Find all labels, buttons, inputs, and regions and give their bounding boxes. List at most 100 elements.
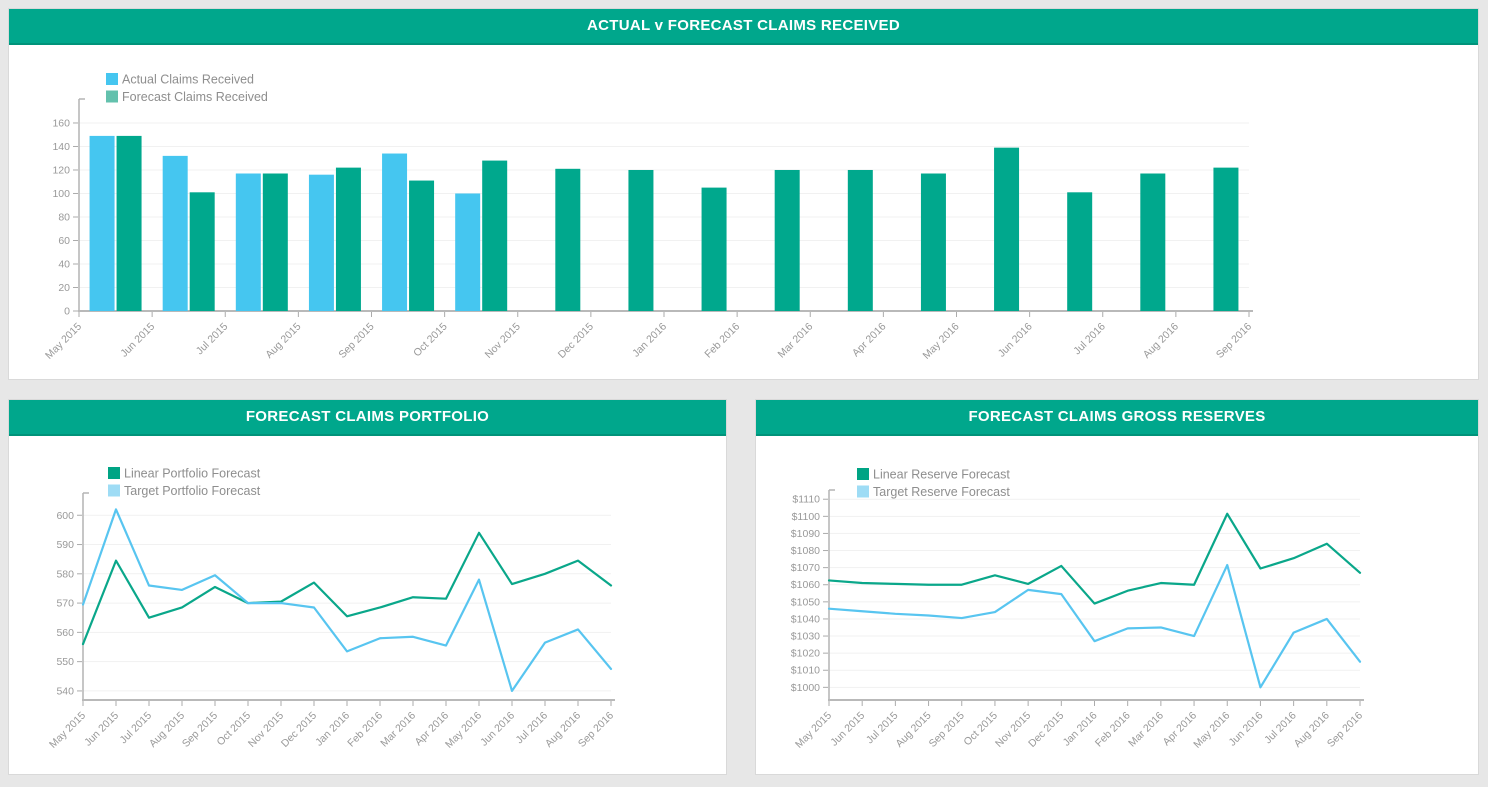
y-axis-label: 590 [56,539,74,551]
x-axis-label: Mar 2016 [378,710,418,750]
x-axis-label: Sep 2016 [1214,321,1254,361]
y-axis-label: 570 [56,598,74,610]
x-axis-label: Aug 2016 [1141,321,1181,361]
bar-chart-actual-v-forecast: 0 20 40 60 80 100 120 140 160 May 2015 Jun 2015 Jul… [43,73,1254,362]
panel-forecast-claims-portfolio: FORECAST CLAIMS PORTFOLIO 540 550 560 570 58… [8,399,727,775]
y-axis-label: 540 [56,685,74,697]
bar-forecast [774,169,800,311]
x-axis-label: Sep 2015 [927,710,967,750]
y-axis-label: $1030 [791,631,820,643]
x-axis-label: Dec 2015 [556,321,596,361]
legend-swatch [108,484,120,497]
y-axis-label: 60 [58,235,70,247]
y-axis-label: $1070 [791,562,820,574]
y-axis-label: $1090 [791,528,820,540]
bar-actual [308,174,334,311]
y-axis-label: $1100 [792,511,821,523]
x-axis-label: Jun 2016 [478,710,517,749]
line-series [827,512,1362,605]
x-axis-label: Sep 2015 [336,321,376,361]
y-axis-label: $1020 [791,648,820,660]
x-axis-label: Mar 2016 [1126,710,1166,750]
x-axis-label: Jun 2015 [118,321,157,360]
bar-forecast [116,135,142,311]
legend-label: Target Portfolio Forecast [124,484,261,498]
x-axis-label: May 2015 [43,321,84,362]
y-axis-label: 0 [64,306,70,318]
bar-forecast [335,167,361,311]
x-axis-label: May 2016 [921,321,962,362]
y-axis-label: 600 [56,510,74,522]
x-axis-label: May 2015 [793,710,834,751]
y-axis-label: $1060 [791,579,820,591]
legend-label: Linear Reserve Forecast [873,468,1010,482]
x-axis-label: Jul 2015 [194,321,231,358]
y-axis-label: $1040 [791,613,820,625]
x-axis-label: Sep 2015 [180,710,220,750]
bar-forecast [847,169,873,311]
x-axis-label: Jun 2015 [828,710,867,749]
y-axis-label: $1110 [792,494,820,506]
legend-swatch [106,90,118,103]
x-axis-label: Mar 2016 [776,321,816,361]
panel-title-actual-v-forecast: ACTUAL v FORECAST CLAIMS RECEIVED [9,9,1478,45]
y-axis-label: $1080 [791,545,820,557]
bar-forecast [1213,167,1239,311]
bar-actual [235,173,261,311]
line-series [81,508,613,693]
y-axis-label: 40 [58,258,70,270]
bar-forecast [994,147,1020,311]
bar-forecast [1140,173,1166,311]
x-axis-label: May 2015 [47,710,88,751]
legend-swatch [108,467,120,479]
x-axis-label: Jan 2016 [630,321,669,360]
x-axis-label: Feb 2016 [702,321,742,361]
bar-forecast [262,173,288,311]
x-axis-label: Jun 2016 [996,321,1035,360]
bar-actual [89,135,115,311]
line-chart-gross-reserves: $1000 $1010 $1020 $1030 $1040 $1050 $1060 $1070… [791,468,1365,751]
y-axis-label: 560 [56,627,74,639]
panel-title-gross-reserves: FORECAST CLAIMS GROSS RESERVES [756,400,1478,436]
bar-actual [162,155,188,311]
legend-swatch [857,485,869,498]
y-axis-label: 550 [56,656,74,668]
x-axis-label: Sep 2016 [576,710,616,750]
y-axis-label: $1050 [791,596,820,608]
legend-label: Forecast Claims Received [122,90,268,104]
y-axis-label: $1000 [791,682,820,694]
x-axis-label: Jun 2015 [82,710,121,749]
x-axis-label: Feb 2016 [345,710,385,750]
x-axis-label: Jun 2016 [1227,710,1266,749]
legend-swatch [106,73,118,85]
x-axis-label: May 2016 [443,710,484,751]
x-axis-label: Jul 2016 [1071,321,1108,358]
x-axis-label: Dec 2015 [1026,710,1066,750]
y-axis-label: 580 [56,568,74,580]
legend-label: Target Reserve Forecast [873,485,1010,499]
line-series [81,531,613,646]
panel-title-portfolio: FORECAST CLAIMS PORTFOLIO [9,400,726,436]
x-axis-label: Feb 2016 [1093,710,1133,750]
legend-label: Actual Claims Received [122,73,254,87]
bar-forecast [189,192,215,311]
legend-label: Linear Portfolio Forecast [124,467,261,481]
y-axis-label: 80 [58,211,70,223]
panel-actual-v-forecast-claims: ACTUAL v FORECAST CLAIMS RECEIVED 0 20 40 6… [8,8,1479,380]
y-axis-label: 20 [58,282,70,294]
bar-actual [455,193,481,311]
x-axis-label: Oct 2015 [411,321,450,360]
y-axis-label: 160 [52,117,70,129]
y-axis-label: $1010 [791,665,820,677]
x-axis-label: Apr 2016 [850,321,889,360]
bar-forecast [409,180,435,311]
bar-forecast [482,160,508,311]
x-axis-label: Aug 2015 [263,321,303,361]
x-axis-label: Dec 2015 [279,710,319,750]
bar-actual [382,153,408,311]
bar-forecast [628,169,654,311]
y-axis-label: 120 [52,164,70,176]
x-axis-label: Sep 2016 [1325,710,1365,750]
